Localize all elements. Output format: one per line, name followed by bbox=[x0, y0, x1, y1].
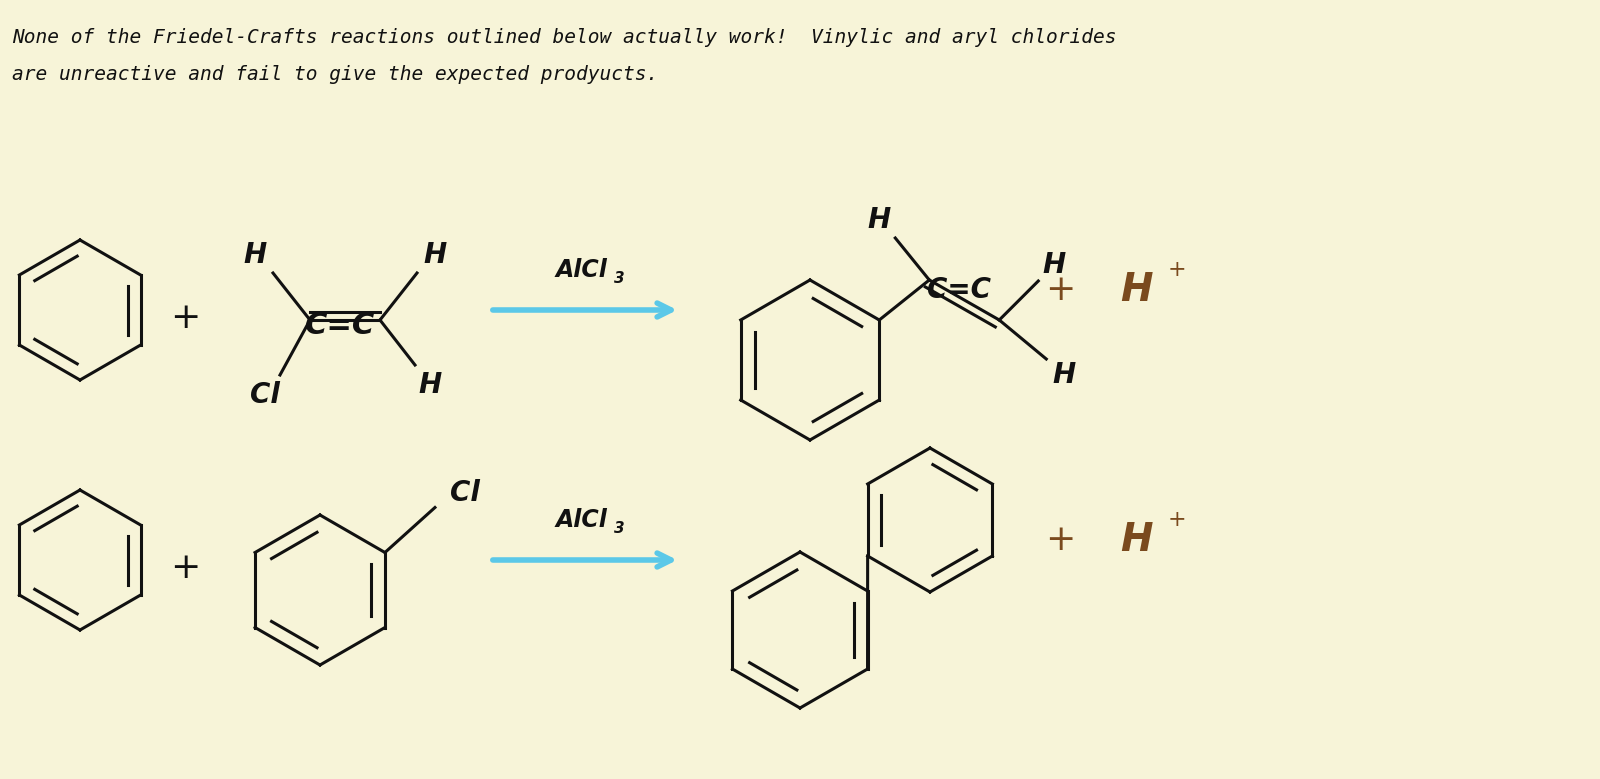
Text: C=C: C=C bbox=[928, 276, 992, 304]
Text: H: H bbox=[1043, 251, 1066, 279]
Text: H: H bbox=[424, 241, 446, 269]
Text: None of the Friedel-Crafts reactions outlined below actually work!  Vinylic and : None of the Friedel-Crafts reactions out… bbox=[13, 28, 1117, 47]
Text: AlCl: AlCl bbox=[557, 508, 608, 532]
Text: +: + bbox=[1168, 259, 1187, 281]
Text: are unreactive and fail to give the expected prodyucts.: are unreactive and fail to give the expe… bbox=[13, 65, 658, 84]
Text: +: + bbox=[1168, 509, 1187, 531]
Text: H: H bbox=[1120, 271, 1152, 309]
Text: H: H bbox=[867, 206, 891, 234]
Text: AlCl: AlCl bbox=[557, 258, 608, 282]
Text: H: H bbox=[1053, 361, 1075, 389]
Text: +: + bbox=[1045, 273, 1075, 307]
Text: H: H bbox=[1120, 521, 1152, 559]
Text: H: H bbox=[418, 371, 442, 399]
Text: +: + bbox=[170, 551, 200, 585]
Text: 3: 3 bbox=[614, 521, 624, 536]
Text: Cl: Cl bbox=[450, 478, 480, 506]
Text: +: + bbox=[1045, 523, 1075, 557]
Text: H: H bbox=[243, 241, 267, 269]
Text: C=C: C=C bbox=[306, 311, 374, 340]
Text: 3: 3 bbox=[614, 271, 624, 286]
Text: Cl: Cl bbox=[250, 381, 280, 409]
Text: +: + bbox=[170, 301, 200, 335]
